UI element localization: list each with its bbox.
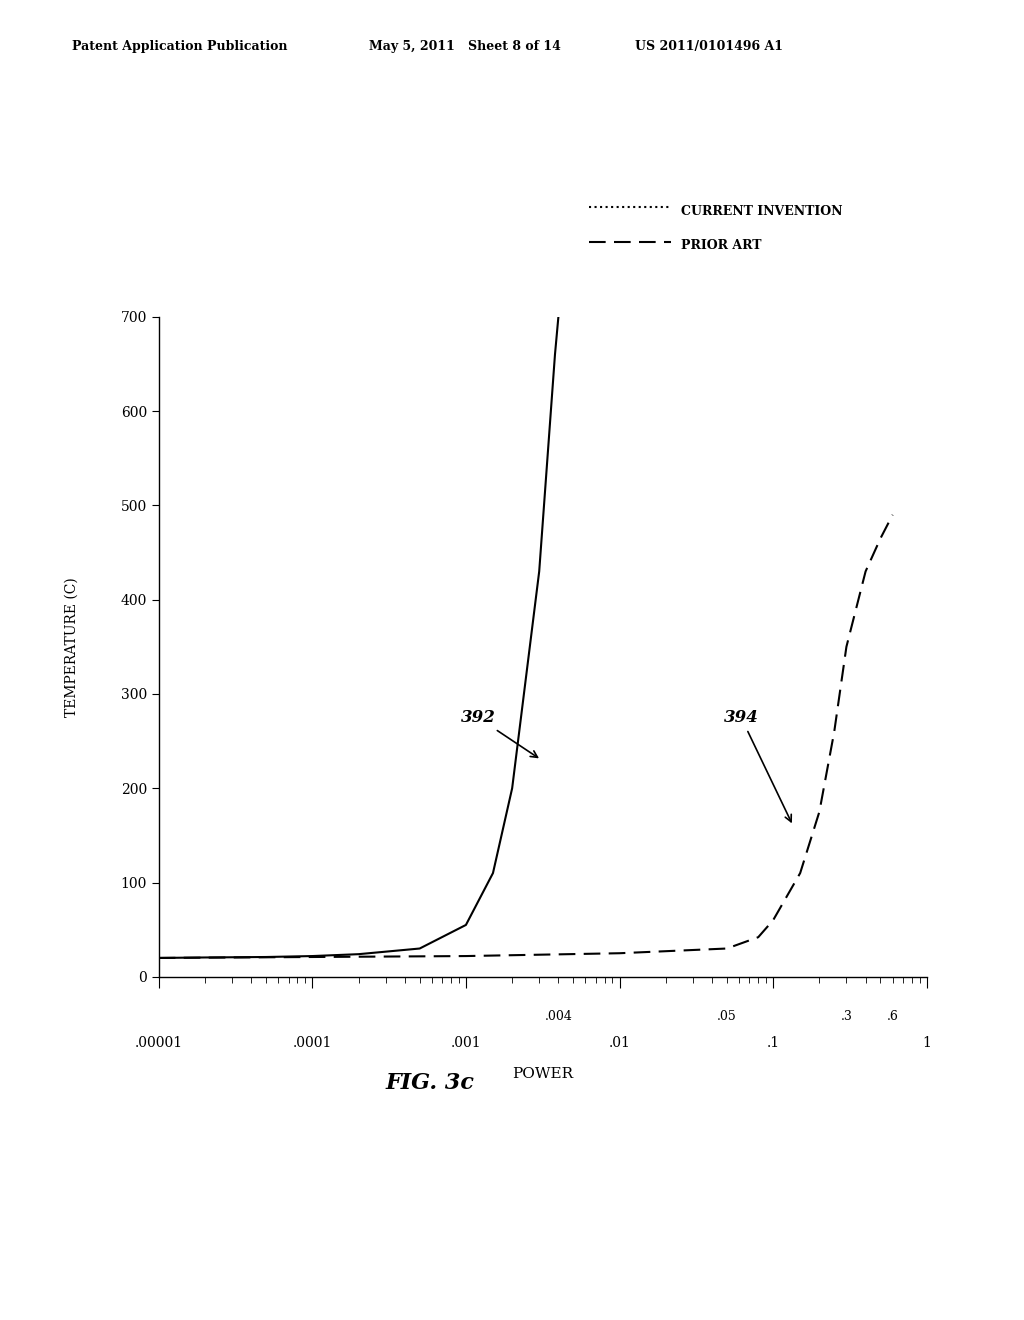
Text: US 2011/0101496 A1: US 2011/0101496 A1 [635,40,783,53]
Text: CURRENT INVENTION: CURRENT INVENTION [681,205,843,218]
Text: 394: 394 [724,709,792,822]
Text: .004: .004 [545,1010,572,1023]
Text: .00001: .00001 [135,1036,182,1051]
Text: TEMPERATURE (C): TEMPERATURE (C) [65,577,79,717]
Text: .1: .1 [767,1036,779,1051]
Text: .3: .3 [841,1010,852,1023]
Text: .05: .05 [717,1010,736,1023]
Text: FIG. 3c: FIG. 3c [386,1072,474,1094]
Text: 392: 392 [461,709,538,758]
Text: May 5, 2011   Sheet 8 of 14: May 5, 2011 Sheet 8 of 14 [369,40,560,53]
Text: .6: .6 [887,1010,899,1023]
Text: .0001: .0001 [293,1036,332,1051]
Text: POWER: POWER [512,1067,573,1081]
Text: .001: .001 [451,1036,481,1051]
Text: Patent Application Publication: Patent Application Publication [72,40,287,53]
Text: PRIOR ART: PRIOR ART [681,239,762,252]
Text: .01: .01 [608,1036,631,1051]
Text: 1: 1 [923,1036,931,1051]
